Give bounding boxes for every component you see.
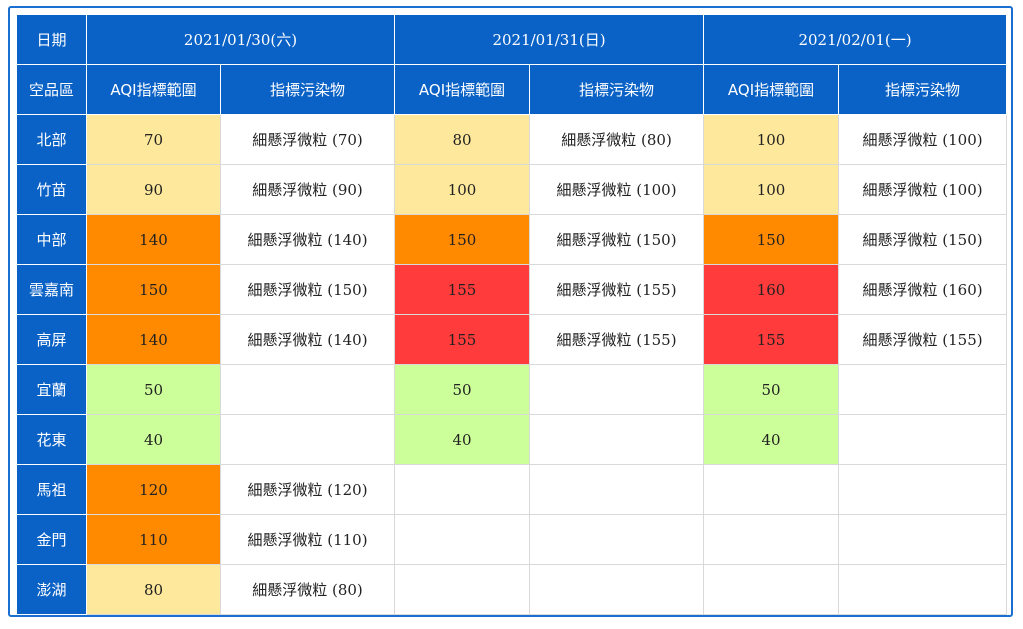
aqi-value-cell: 50 <box>394 364 531 415</box>
region-column-header: 空品區 <box>16 64 87 115</box>
aqi-value-cell: 100 <box>394 164 531 215</box>
aqi-value-cell: 110 <box>86 514 221 565</box>
region-cell: 雲嘉南 <box>16 264 87 315</box>
aqi-value-cell <box>703 564 840 615</box>
pollutant-cell <box>838 364 1008 415</box>
pollutant-cell: 細懸浮微粒 (90) <box>219 164 396 215</box>
pollutant-cell <box>838 464 1008 515</box>
pollutant-cell: 細懸浮微粒 (155) <box>529 314 705 365</box>
pollutant-cell: 細懸浮微粒 (100) <box>838 114 1008 165</box>
aqi-value-cell: 100 <box>703 114 840 165</box>
aqi-value-cell: 120 <box>86 464 221 515</box>
pollutant-column-header: 指標污染物 <box>219 64 396 115</box>
pollutant-cell: 細懸浮微粒 (80) <box>529 114 705 165</box>
pollutant-cell: 細懸浮微粒 (150) <box>529 214 705 265</box>
table-row: 竹苗 90 細懸浮微粒 (90) 100 細懸浮微粒 (100) 100 細懸浮微粒 (10… <box>16 164 1008 215</box>
aqi-value-cell: 140 <box>86 314 221 365</box>
pollutant-cell <box>838 414 1008 465</box>
pollutant-cell <box>838 514 1008 565</box>
aqi-value-cell: 80 <box>86 564 221 615</box>
table-row: 馬祖 120 細懸浮微粒 (120) <box>16 464 1008 515</box>
pollutant-cell <box>529 514 705 565</box>
aqi-value-cell: 50 <box>703 364 840 415</box>
pollutant-cell <box>529 364 705 415</box>
aqi-table-body: 北部 70 細懸浮微粒 (70) 80 細懸浮微粒 (80) 100 細懸浮微粒 (100)… <box>16 114 1008 615</box>
aqi-value-cell: 90 <box>86 164 221 215</box>
pollutant-column-header: 指標污染物 <box>529 64 705 115</box>
aqi-value-cell: 40 <box>394 414 531 465</box>
region-cell: 馬祖 <box>16 464 87 515</box>
aqi-value-cell <box>703 464 840 515</box>
pollutant-cell <box>219 414 396 465</box>
date-header-day-2: 2021/01/31(日) <box>394 14 705 65</box>
pollutant-cell <box>529 464 705 515</box>
date-header-day-1: 2021/01/30(六) <box>85 14 396 65</box>
table-row: 雲嘉南 150 細懸浮微粒 (150) 155 細懸浮微粒 (155) 160 細懸浮微粒 … <box>16 264 1008 315</box>
date-column-header: 日期 <box>16 14 87 65</box>
aqi-value-cell: 140 <box>86 214 221 265</box>
pollutant-cell: 細懸浮微粒 (155) <box>529 264 705 315</box>
table-row: 宜蘭 50 50 50 <box>16 364 1008 415</box>
aqi-value-cell: 80 <box>394 114 531 165</box>
column-header-row: 空品區 AQI指標範圍 指標污染物 AQI指標範圍 指標污染物 AQI指標範圍 … <box>16 64 1008 115</box>
table-row: 澎湖 80 細懸浮微粒 (80) <box>16 564 1008 615</box>
region-cell: 北部 <box>16 114 87 165</box>
pollutant-cell: 細懸浮微粒 (70) <box>219 114 396 165</box>
region-cell: 金門 <box>16 514 87 565</box>
region-cell: 花東 <box>16 414 87 465</box>
region-cell: 澎湖 <box>16 564 87 615</box>
table-row: 金門 110 細懸浮微粒 (110) <box>16 514 1008 565</box>
pollutant-cell: 細懸浮微粒 (100) <box>529 164 705 215</box>
aqi-value-cell: 70 <box>86 114 221 165</box>
aqi-forecast-panel: 日期 2021/01/30(六) 2021/01/31(日) 2021/02/0… <box>8 6 1013 617</box>
date-header-day-3: 2021/02/01(一) <box>703 14 1008 65</box>
aqi-value-cell <box>394 564 531 615</box>
aqi-value-cell: 160 <box>703 264 840 315</box>
pollutant-cell: 細懸浮微粒 (140) <box>219 214 396 265</box>
pollutant-cell <box>838 564 1008 615</box>
aqi-column-header: AQI指標範圍 <box>703 64 840 115</box>
table-row: 高屏 140 細懸浮微粒 (140) 155 細懸浮微粒 (155) 155 細懸浮微粒 (… <box>16 314 1008 365</box>
aqi-value-cell: 40 <box>86 414 221 465</box>
pollutant-cell <box>529 414 705 465</box>
pollutant-cell: 細懸浮微粒 (155) <box>838 314 1008 365</box>
pollutant-cell: 細懸浮微粒 (160) <box>838 264 1008 315</box>
region-cell: 宜蘭 <box>16 364 87 415</box>
pollutant-cell: 細懸浮微粒 (100) <box>838 164 1008 215</box>
aqi-value-cell: 150 <box>394 214 531 265</box>
aqi-value-cell: 155 <box>394 314 531 365</box>
aqi-column-header: AQI指標範圍 <box>86 64 221 115</box>
aqi-value-cell: 100 <box>703 164 840 215</box>
aqi-value-cell: 50 <box>86 364 221 415</box>
pollutant-cell <box>219 364 396 415</box>
region-cell: 中部 <box>16 214 87 265</box>
aqi-value-cell <box>394 514 531 565</box>
pollutant-cell <box>529 564 705 615</box>
pollutant-cell: 細懸浮微粒 (110) <box>219 514 396 565</box>
pollutant-cell: 細懸浮微粒 (150) <box>219 264 396 315</box>
region-cell: 高屏 <box>16 314 87 365</box>
table-row: 中部 140 細懸浮微粒 (140) 150 細懸浮微粒 (150) 150 細懸浮微粒 (… <box>16 214 1008 265</box>
pollutant-cell: 細懸浮微粒 (120) <box>219 464 396 515</box>
aqi-value-cell: 150 <box>86 264 221 315</box>
aqi-value-cell: 155 <box>394 264 531 315</box>
aqi-value-cell <box>394 464 531 515</box>
aqi-value-cell: 155 <box>703 314 840 365</box>
table-row: 北部 70 細懸浮微粒 (70) 80 細懸浮微粒 (80) 100 細懸浮微粒 (100) <box>16 114 1008 165</box>
aqi-forecast-table: 日期 2021/01/30(六) 2021/01/31(日) 2021/02/0… <box>16 14 1008 615</box>
pollutant-cell: 細懸浮微粒 (140) <box>219 314 396 365</box>
aqi-value-cell: 40 <box>703 414 840 465</box>
aqi-value-cell <box>703 514 840 565</box>
pollutant-cell: 細懸浮微粒 (150) <box>838 214 1008 265</box>
date-header-row: 日期 2021/01/30(六) 2021/01/31(日) 2021/02/0… <box>16 14 1008 65</box>
aqi-column-header: AQI指標範圍 <box>394 64 531 115</box>
region-cell: 竹苗 <box>16 164 87 215</box>
table-row: 花東 40 40 40 <box>16 414 1008 465</box>
aqi-value-cell: 150 <box>703 214 840 265</box>
pollutant-cell: 細懸浮微粒 (80) <box>219 564 396 615</box>
pollutant-column-header: 指標污染物 <box>838 64 1008 115</box>
